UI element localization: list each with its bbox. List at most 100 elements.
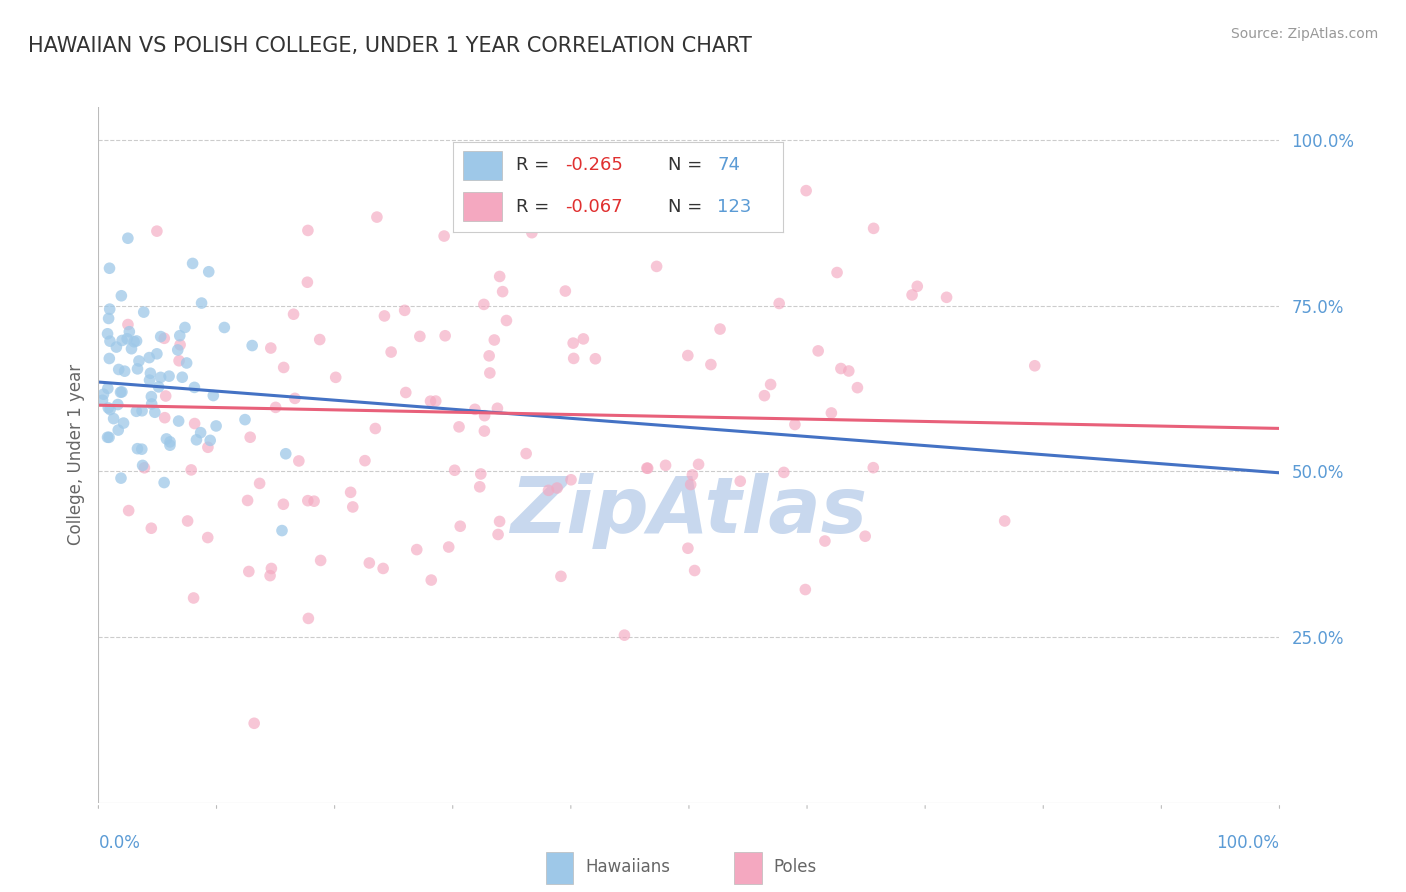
Point <box>98 261 121 276</box>
Point <box>111 334 134 348</box>
Point <box>97 401 120 415</box>
Point <box>141 521 163 535</box>
Point <box>96 430 118 444</box>
Point <box>537 483 560 498</box>
Point <box>447 420 470 434</box>
Point <box>233 412 256 426</box>
Point <box>260 341 283 355</box>
Point <box>97 381 120 395</box>
Point <box>153 331 176 345</box>
Point <box>183 380 205 394</box>
Point <box>103 411 125 425</box>
Text: Source: ZipAtlas.com: Source: ZipAtlas.com <box>1230 27 1378 41</box>
Point <box>153 410 176 425</box>
Point <box>110 471 132 485</box>
Point <box>420 573 443 587</box>
Point <box>176 514 198 528</box>
Point <box>709 322 731 336</box>
Point <box>141 397 163 411</box>
Point <box>464 402 486 417</box>
Point <box>114 364 136 378</box>
Point <box>419 394 441 409</box>
Point <box>830 361 852 376</box>
Point <box>200 434 222 448</box>
Point <box>243 716 266 731</box>
Point <box>394 303 416 318</box>
Point <box>181 256 204 270</box>
Point <box>115 332 138 346</box>
Point <box>197 440 219 454</box>
Point <box>93 387 115 401</box>
Point <box>359 556 381 570</box>
Point <box>554 284 576 298</box>
Point <box>339 485 361 500</box>
Point <box>190 296 212 310</box>
Point <box>98 302 121 317</box>
Point <box>125 404 148 418</box>
Point <box>117 231 139 245</box>
Point <box>169 338 191 352</box>
Point <box>297 493 319 508</box>
Point <box>405 542 427 557</box>
Point <box>122 334 145 349</box>
Point <box>683 564 706 578</box>
Text: -0.265: -0.265 <box>565 156 623 174</box>
Point <box>159 438 181 452</box>
Point <box>772 466 794 480</box>
Point <box>240 338 263 352</box>
Point <box>297 611 319 625</box>
Point <box>157 369 180 384</box>
Point <box>676 349 699 363</box>
Point <box>491 285 513 299</box>
Point <box>838 364 860 378</box>
Point <box>433 229 456 244</box>
Point <box>474 409 496 423</box>
Point <box>550 569 572 583</box>
Point <box>288 454 311 468</box>
Point <box>107 362 129 376</box>
Point <box>768 296 790 310</box>
Point <box>132 305 155 319</box>
Point <box>138 351 160 365</box>
Point <box>236 493 259 508</box>
Point <box>645 260 668 274</box>
Text: R =: R = <box>516 198 554 216</box>
Point <box>98 402 121 417</box>
Text: N =: N = <box>668 156 707 174</box>
Point <box>302 494 325 508</box>
Point <box>97 311 120 326</box>
Text: 0.0%: 0.0% <box>98 834 141 852</box>
Point <box>814 534 837 549</box>
Point <box>488 515 510 529</box>
Point <box>143 405 166 419</box>
Point <box>637 461 659 475</box>
Point <box>853 529 876 543</box>
Point <box>238 565 260 579</box>
Point <box>560 473 582 487</box>
Point <box>110 289 132 303</box>
Point <box>468 480 491 494</box>
Point <box>994 514 1017 528</box>
Point <box>759 377 782 392</box>
Point <box>297 275 319 289</box>
Point <box>131 442 153 457</box>
Point <box>901 288 924 302</box>
Point <box>134 460 156 475</box>
Point <box>794 582 817 597</box>
Point <box>425 394 447 409</box>
Text: Poles: Poles <box>773 858 817 877</box>
Point <box>484 333 506 347</box>
Point <box>284 392 307 406</box>
Point <box>478 349 501 363</box>
Point <box>486 401 509 416</box>
Point <box>373 309 395 323</box>
Point <box>308 333 330 347</box>
Point <box>478 366 501 380</box>
Point <box>271 524 294 538</box>
Y-axis label: College, Under 1 year: College, Under 1 year <box>66 364 84 546</box>
FancyBboxPatch shape <box>463 193 502 221</box>
Point <box>595 201 617 215</box>
Point <box>141 390 163 404</box>
Point <box>239 430 262 444</box>
Point <box>260 561 283 575</box>
